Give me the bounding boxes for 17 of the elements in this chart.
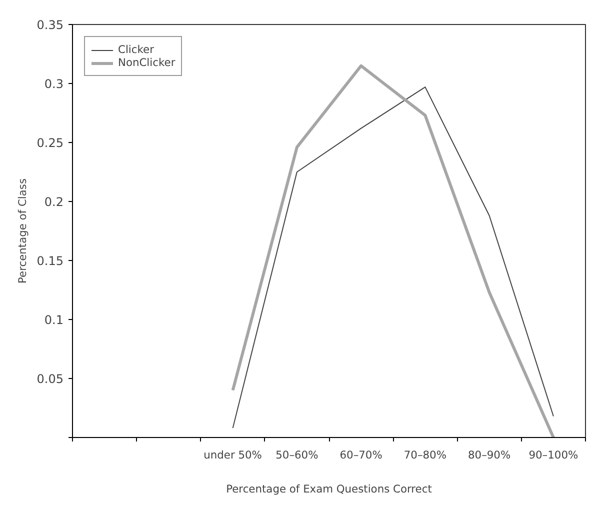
x-tick-label: 70–80% (404, 448, 446, 462)
x-tick-label: 90–100% (528, 448, 578, 462)
x-tick-label: 60–70% (340, 448, 382, 462)
x-tick-label: 50–60% (276, 448, 318, 462)
y-tick-label: 0.1 (44, 313, 64, 327)
y-tick-label: 0.3 (44, 77, 64, 91)
legend-label: NonClicker (118, 56, 176, 69)
y-tick-label: 0.05 (36, 372, 64, 386)
x-tick-label: 80–90% (468, 448, 511, 462)
x-axis-title: Percentage of Exam Questions Correct (226, 482, 432, 496)
y-tick-label: 0.2 (44, 195, 64, 209)
y-tick-label: 0.35 (36, 18, 64, 32)
y-tick-label: 0.25 (36, 136, 64, 150)
x-tick-label: under 50% (204, 448, 262, 462)
y-axis-title: Percentage of Class (16, 178, 29, 284)
y-tick-label: 0.15 (36, 254, 64, 268)
legend-label: Clicker (118, 43, 154, 56)
